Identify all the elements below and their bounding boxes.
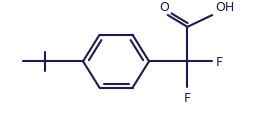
Text: F: F <box>183 92 190 104</box>
Text: O: O <box>159 1 169 14</box>
Text: OH: OH <box>215 1 234 14</box>
Text: F: F <box>215 55 222 68</box>
